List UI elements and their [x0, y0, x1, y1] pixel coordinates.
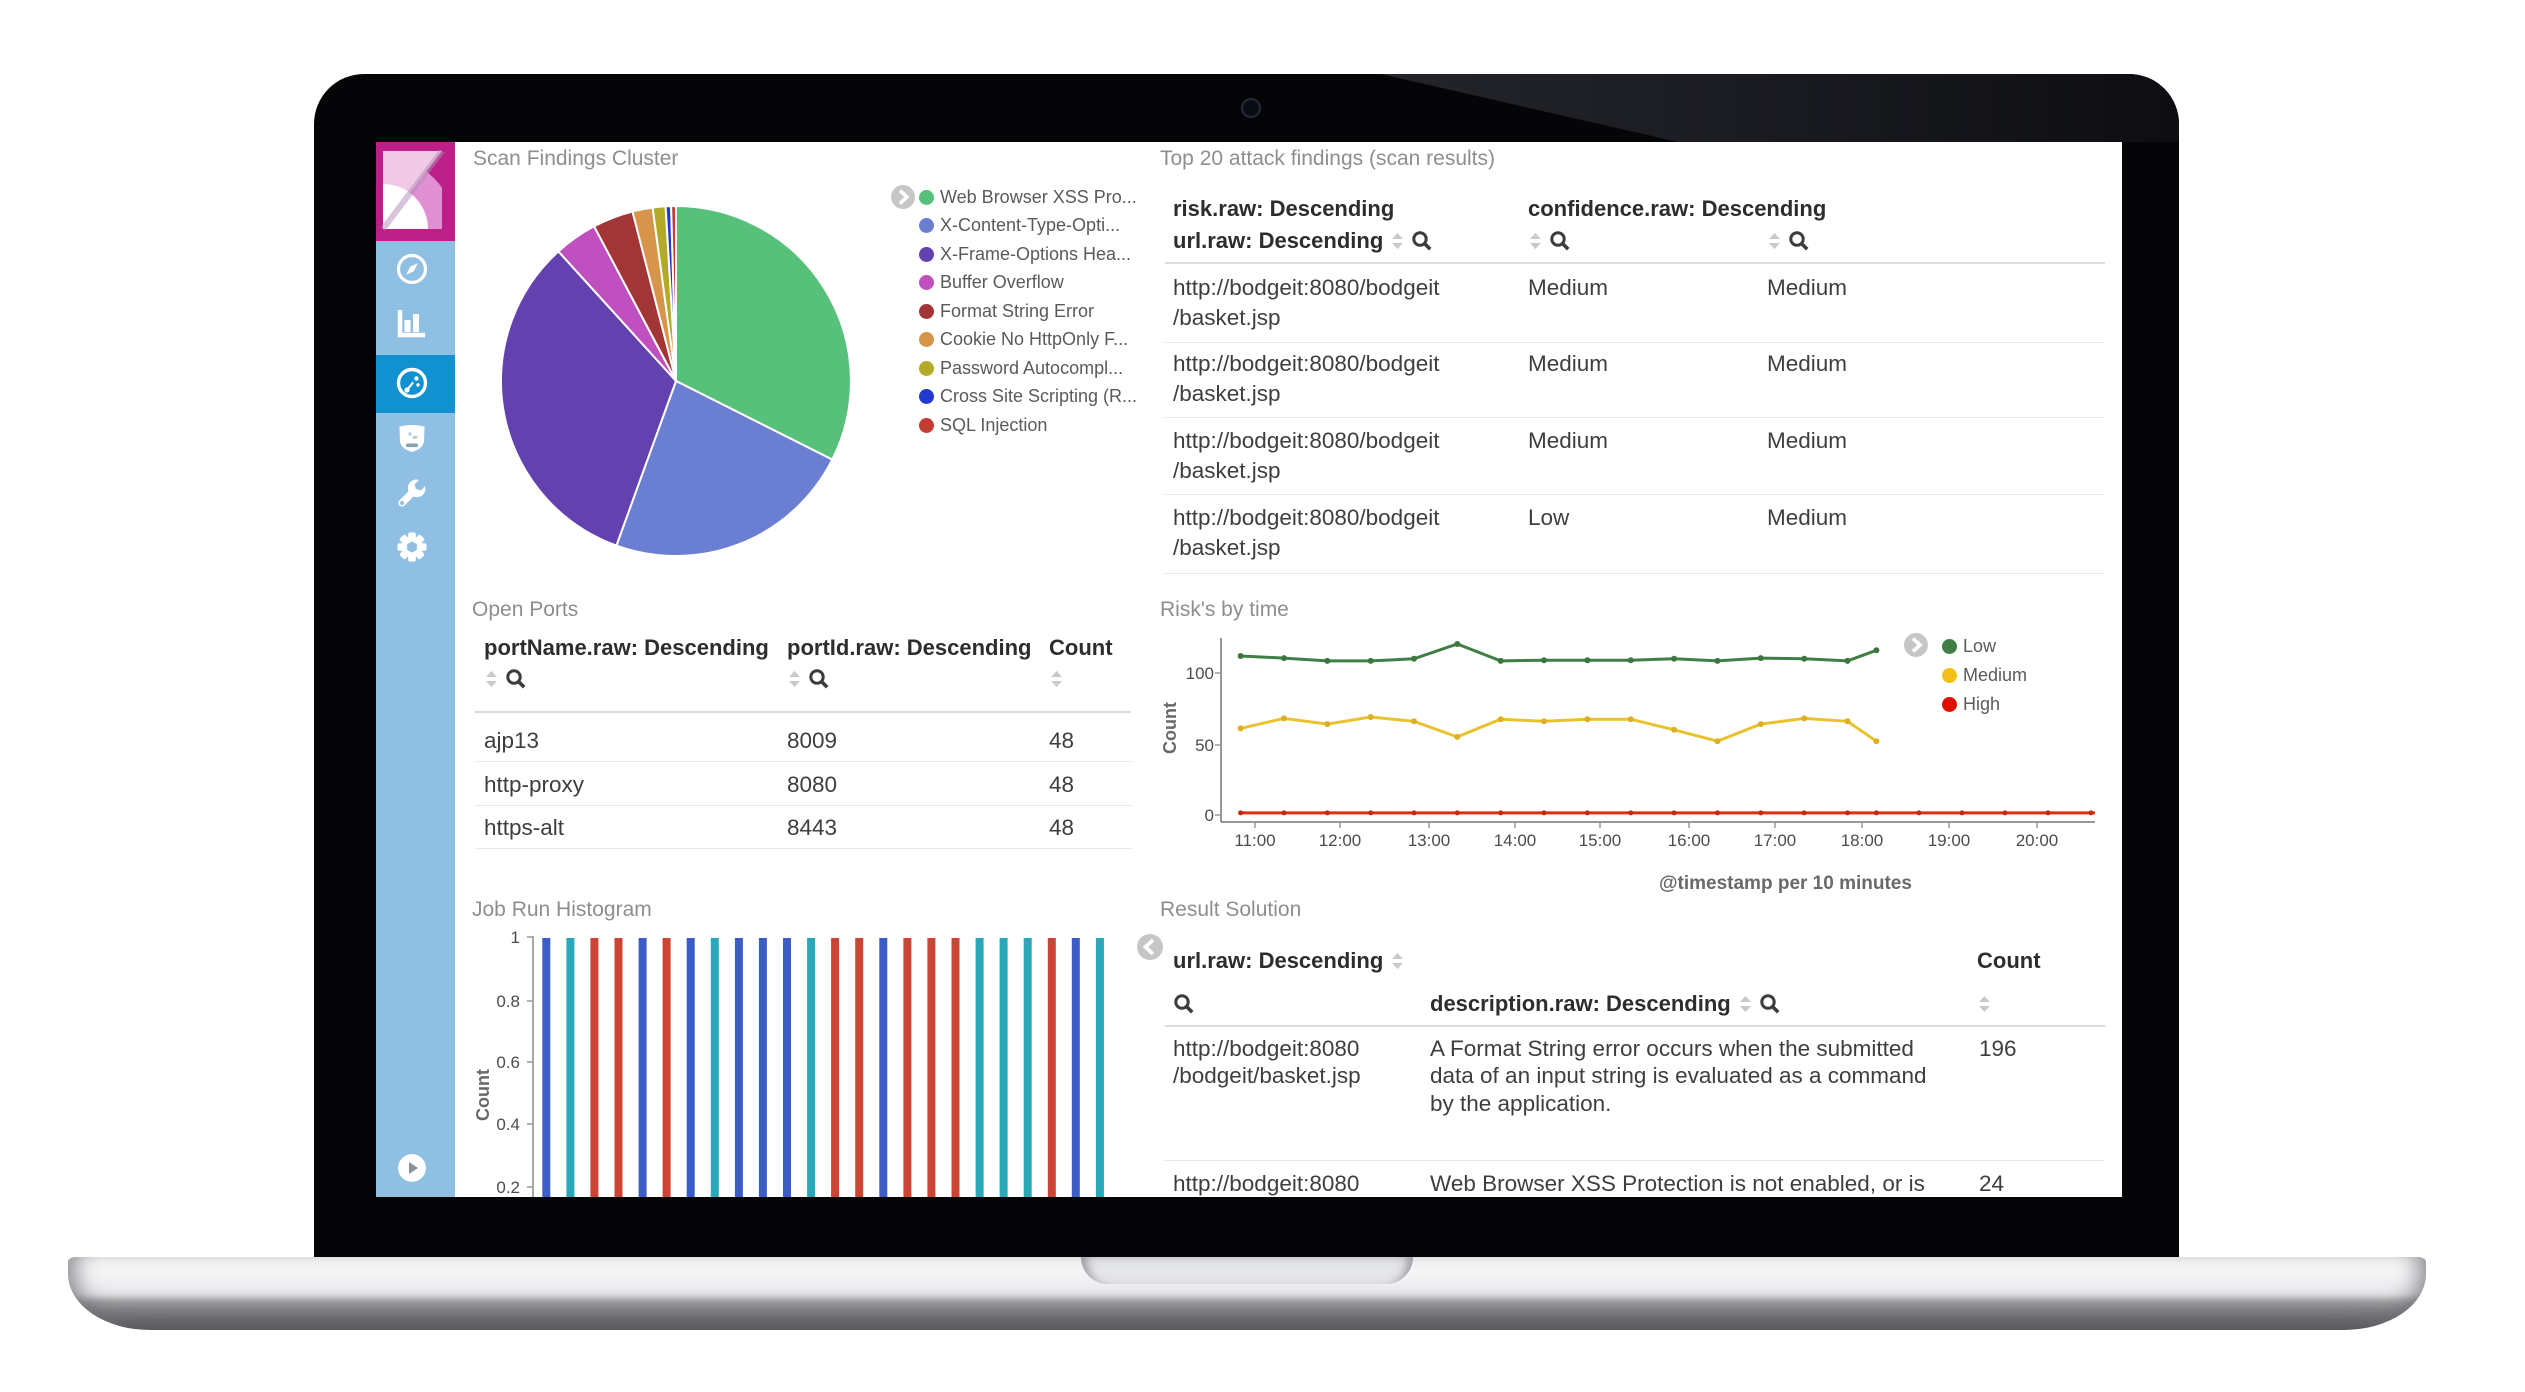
- svg-text:100: 100: [1186, 664, 1214, 683]
- svg-text:15:00: 15:00: [1579, 831, 1622, 850]
- svg-text:14:00: 14:00: [1494, 831, 1537, 850]
- svg-text:0.4: 0.4: [496, 1115, 520, 1134]
- svg-text:0.8: 0.8: [496, 992, 520, 1011]
- svg-text:0.6: 0.6: [496, 1053, 520, 1072]
- svg-text:16:00: 16:00: [1668, 831, 1711, 850]
- svg-text:50: 50: [1195, 736, 1214, 755]
- svg-text:18:00: 18:00: [1841, 831, 1884, 850]
- svg-text:20:00: 20:00: [2016, 831, 2059, 850]
- svg-text:11:00: 11:00: [1234, 831, 1275, 850]
- svg-text:1: 1: [511, 928, 520, 947]
- svg-text:13:00: 13:00: [1408, 831, 1451, 850]
- svg-text:17:00: 17:00: [1754, 831, 1797, 850]
- svg-text:0.2: 0.2: [496, 1178, 520, 1197]
- svg-text:12:00: 12:00: [1319, 831, 1362, 850]
- svg-text:0: 0: [1205, 806, 1214, 825]
- svg-text:19:00: 19:00: [1928, 831, 1971, 850]
